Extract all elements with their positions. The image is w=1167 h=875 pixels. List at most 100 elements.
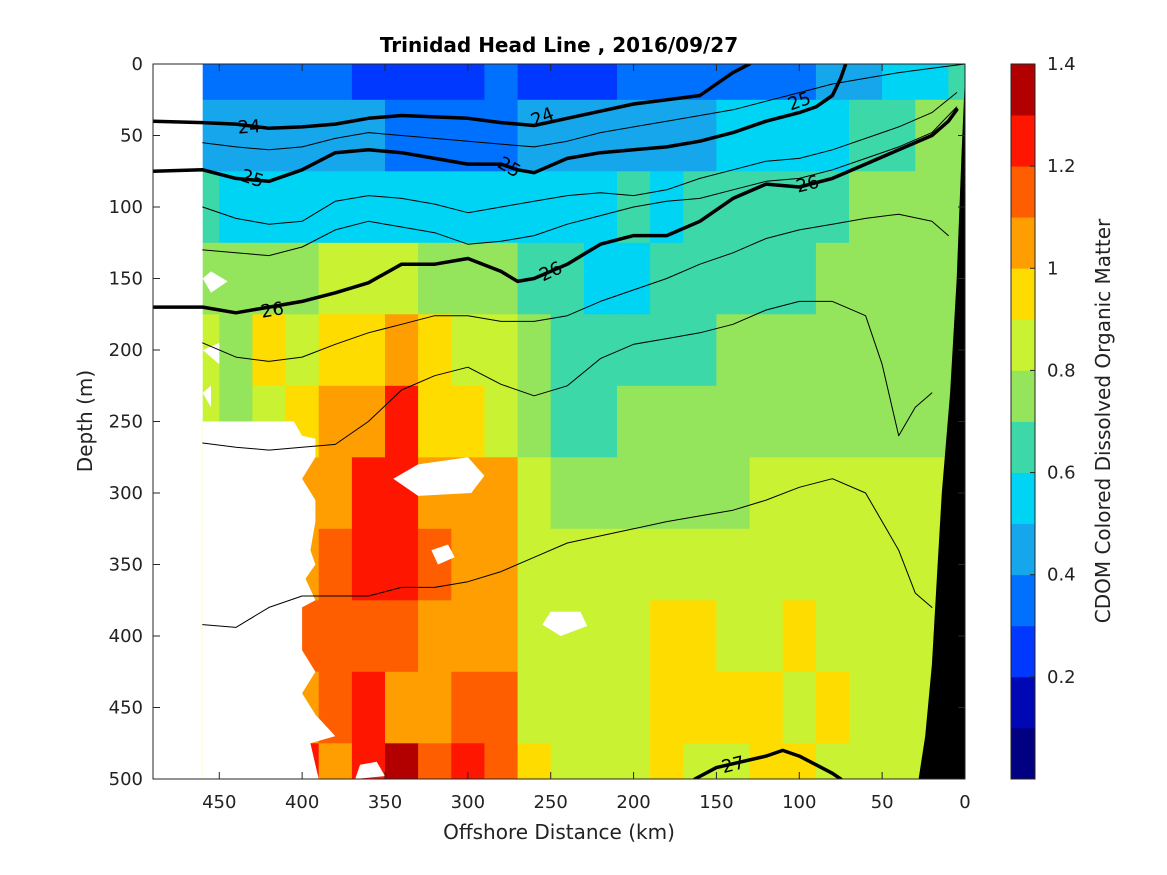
- seafloor-wedge: [918, 75, 965, 779]
- heatmap-cell: [484, 457, 519, 530]
- x-tick-label: 400: [285, 792, 319, 813]
- x-tick-label: 350: [368, 792, 402, 813]
- heatmap-cell: [385, 671, 419, 744]
- x-tick-label: 450: [202, 792, 236, 813]
- heatmap-cell: [484, 600, 519, 673]
- heatmap-cell: [617, 600, 651, 673]
- heatmap-cell: [285, 171, 320, 244]
- heatmap-cell: [318, 528, 353, 601]
- heatmap-cell: [782, 385, 817, 458]
- heatmap-cell: [683, 528, 717, 601]
- colorbar-tick-label: 1.2: [1047, 156, 1076, 177]
- colorbar-tick-label: 0.4: [1047, 565, 1076, 586]
- heatmap-cell: [385, 64, 419, 101]
- heatmap-cell: [782, 600, 817, 673]
- heatmap-cell: [318, 743, 353, 779]
- heatmap-cell: [583, 171, 618, 244]
- heatmap-cell: [815, 528, 850, 601]
- colorbar-label: CDOM Colored Dissolved Organic Matter: [1091, 218, 1115, 623]
- heatmap-cell: [749, 242, 784, 315]
- y-axis: 0 50 100 150 200 250 300 350 400 450 500: [109, 54, 965, 790]
- colorbar-swatch: [1011, 676, 1035, 729]
- heatmap-cell: [882, 99, 916, 172]
- colorbar-swatch: [1011, 523, 1035, 576]
- heatmap-cell: [882, 528, 916, 601]
- heatmap-cell: [650, 457, 684, 530]
- heatmap-cell: [882, 385, 916, 458]
- heatmap-cell: [882, 457, 916, 530]
- heatmap-cell: [418, 600, 452, 673]
- heatmap-cell: [252, 171, 287, 244]
- heatmap-cell: [219, 171, 253, 244]
- heatmap-cell: [815, 314, 850, 387]
- heatmap-cell: [550, 64, 585, 101]
- heatmap-cell: [782, 528, 817, 601]
- heatmap-cell: [882, 242, 916, 315]
- heatmap-cell: [716, 671, 751, 744]
- heatmap-cell: [650, 671, 684, 744]
- y-tick-label: 50: [120, 126, 143, 147]
- heatmap-cell: [749, 671, 784, 744]
- heatmap-cell: [550, 600, 585, 673]
- heatmap-cell: [550, 171, 585, 244]
- heatmap-cell: [650, 64, 684, 101]
- colorbar-tick-label: 1: [1047, 258, 1058, 279]
- heatmap-cell: [782, 314, 817, 387]
- heatmap-cell: [318, 64, 353, 101]
- heatmap-cell: [882, 743, 916, 779]
- heatmap-cell: [451, 242, 485, 315]
- heatmap-cell: [749, 600, 784, 673]
- contour-line-major: [153, 64, 752, 131]
- colorbar-tick-label: 0.2: [1047, 667, 1076, 688]
- heatmap-cell: [451, 385, 485, 458]
- x-tick-label: 200: [616, 792, 650, 813]
- heatmap-cell: [716, 528, 751, 601]
- heatmap-cell: [650, 314, 684, 387]
- heatmap-cell: [749, 528, 784, 601]
- heatmap-cell: [385, 171, 419, 244]
- heatmap-cell: [849, 171, 883, 244]
- heatmap-cell: [683, 457, 717, 530]
- heatmap-cell: [285, 99, 320, 172]
- contour-label: 26: [259, 298, 285, 323]
- bathymetry-shelf: [918, 75, 965, 779]
- heatmap-cell: [948, 64, 965, 101]
- colorbar-tick-label: 0.6: [1047, 463, 1076, 484]
- heatmap-cell: [683, 242, 717, 315]
- heatmap-cell: [583, 528, 618, 601]
- heatmap-cell: [617, 99, 651, 172]
- heatmap-cell: [882, 314, 916, 387]
- colorbar-frame: [1010, 63, 1036, 780]
- heatmap-cell: [782, 242, 817, 315]
- heatmap-cell: [351, 600, 386, 673]
- colorbar-swatch: [1011, 166, 1035, 218]
- heatmap-cell: [849, 600, 883, 673]
- heatmap-cell: [418, 743, 452, 779]
- colorbar-swatch: [1011, 64, 1035, 116]
- heatmap-cell: [815, 99, 850, 172]
- heatmap-cell: [617, 671, 651, 744]
- heatmap-cell: [617, 314, 651, 387]
- heatmap-cell: [583, 64, 618, 101]
- heatmap-cell: [418, 528, 452, 601]
- colorbar-swatch: [1011, 268, 1035, 320]
- heatmap-cell: [583, 743, 618, 779]
- heatmap-cell: [815, 457, 850, 530]
- heatmap-cell: [716, 385, 751, 458]
- heatmap-cell: [849, 99, 883, 172]
- heatmap-cell: [849, 528, 883, 601]
- chart-title: Trinidad Head Line , 2016/09/27: [380, 33, 738, 57]
- heatmap-cell: [683, 99, 717, 172]
- heatmap-cell: [484, 314, 519, 387]
- heatmap-cell: [650, 385, 684, 458]
- colorbar-swatch: [1011, 727, 1035, 780]
- heatmap-cell: [451, 314, 485, 387]
- heatmap-cell: [617, 242, 651, 315]
- heatmap-cell: [683, 171, 717, 244]
- contour-label: 24: [237, 116, 261, 139]
- contour-line-major: [153, 108, 959, 315]
- heatmap-cell: [418, 314, 452, 387]
- contour-line-minor: [202, 213, 949, 362]
- heatmap-cell: [318, 600, 353, 673]
